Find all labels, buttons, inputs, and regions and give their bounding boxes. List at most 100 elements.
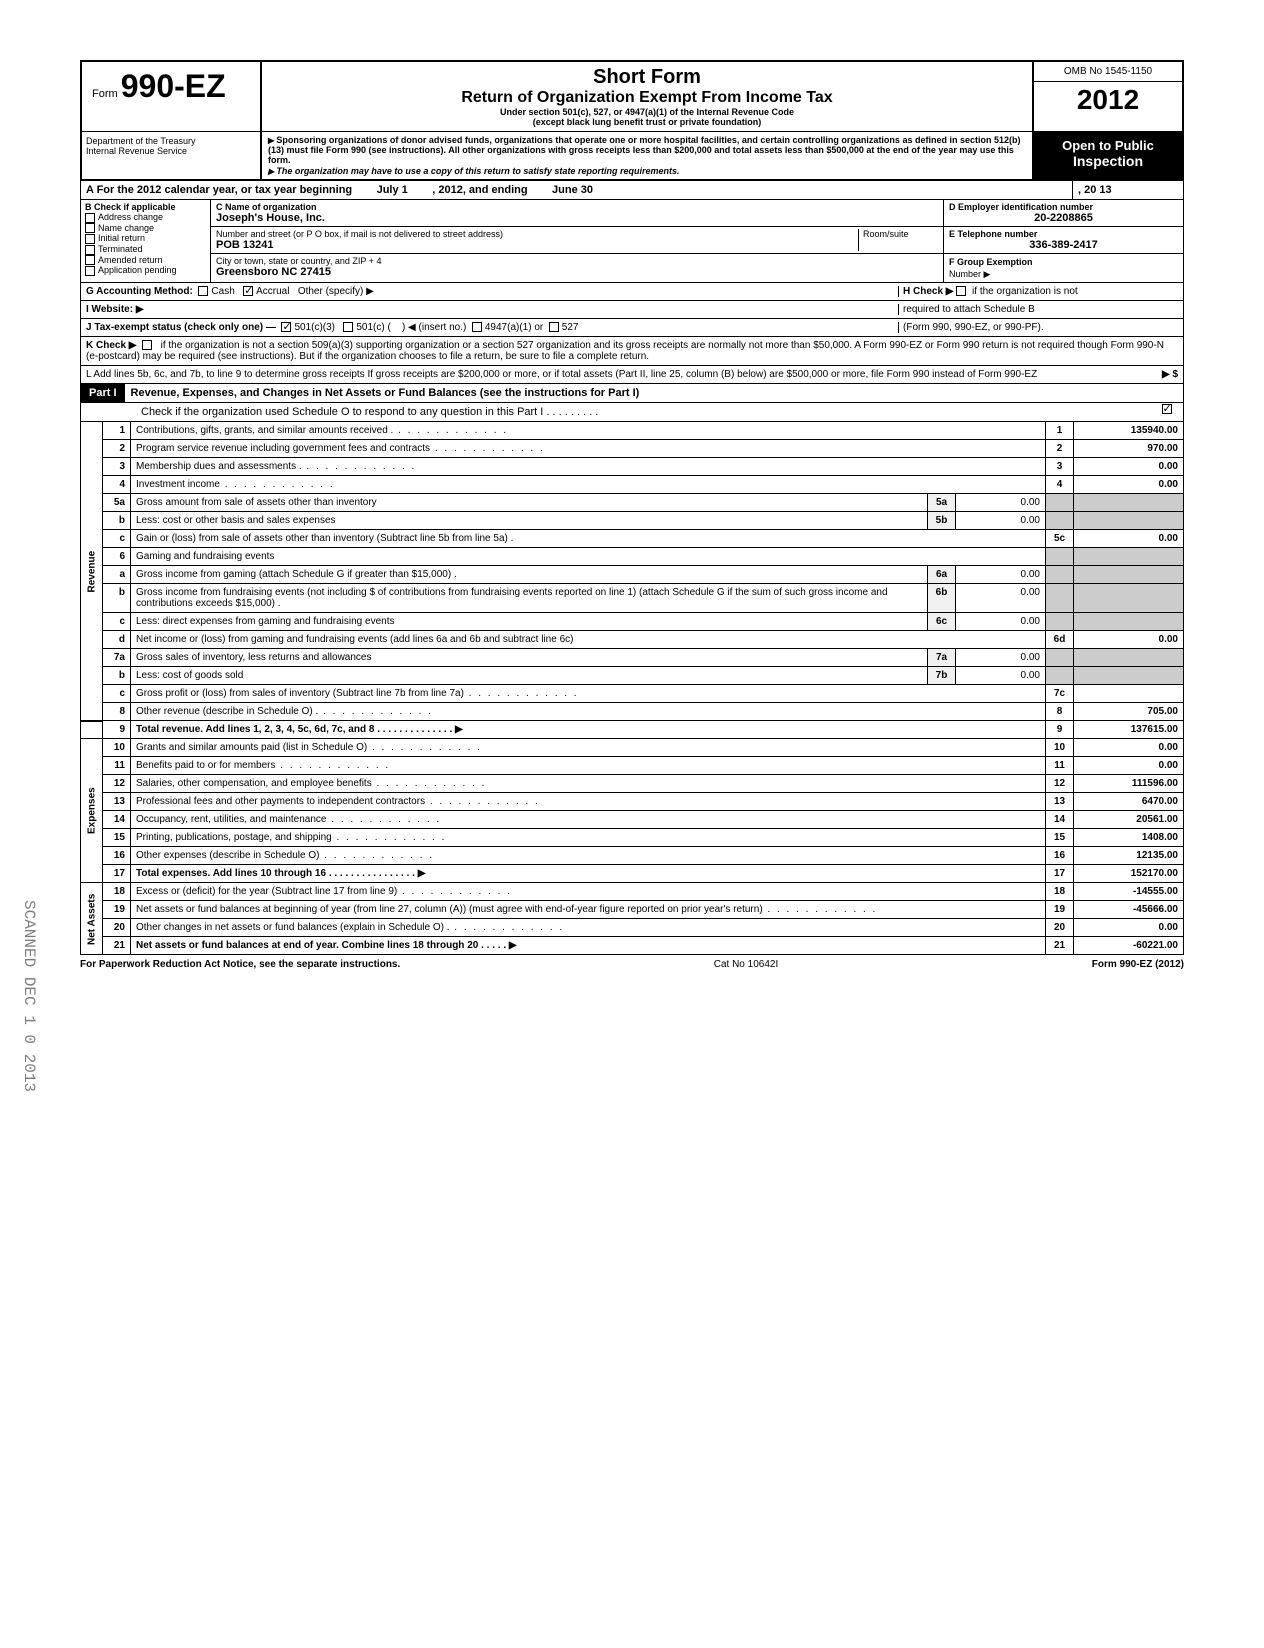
check-name[interactable]: [85, 223, 95, 233]
table-row: b Gross income from fundraising events (…: [81, 584, 1184, 613]
table-row: 17 Total expenses. Add lines 10 through …: [81, 865, 1184, 883]
inspection-box: Open to Public Inspection: [1032, 132, 1182, 179]
e-label: E Telephone number: [949, 229, 1178, 239]
l-text: L Add lines 5b, 6c, and 7b, to line 9 to…: [86, 369, 1118, 380]
scanned-stamp: SCANNED DEC 1 0 2013: [20, 900, 38, 1092]
part1-label: Part I: [81, 384, 125, 402]
row-a-end: June 30: [552, 184, 593, 196]
check-part1[interactable]: [1162, 404, 1172, 414]
title-main: Short Form: [270, 66, 1024, 89]
check-initial[interactable]: [85, 234, 95, 244]
table-row: 11 Benefits paid to or for members 11 0.…: [81, 757, 1184, 775]
side-expenses: Expenses: [81, 739, 103, 883]
open-public: Open to Public: [1040, 138, 1176, 153]
table-row: b Less: cost of goods sold 7b 0.00: [81, 667, 1184, 685]
row-j: J Tax-exempt status (check only one) — 5…: [80, 319, 1184, 337]
room-label: Room/suite: [863, 229, 938, 239]
part1-header-row: Part I Revenue, Expenses, and Changes in…: [80, 384, 1184, 403]
row-k: K Check ▶ if the organization is not a s…: [80, 337, 1184, 366]
dept2: Internal Revenue Service: [86, 146, 256, 156]
city-label: City or town, state or country, and ZIP …: [216, 256, 938, 266]
tax-year: 20201212: [1034, 82, 1182, 118]
l-arrow: ▶ $: [1118, 369, 1178, 380]
table-row: 9 Total revenue. Add lines 1, 2, 3, 4, 5…: [81, 721, 1184, 739]
check-amended[interactable]: [85, 255, 95, 265]
row-a-begin: July 1: [377, 184, 408, 196]
check-k[interactable]: [142, 340, 152, 350]
h-text: if the organization is not: [972, 286, 1078, 297]
form-footer: Form 990-EZ (2012): [1092, 959, 1184, 970]
table-row: 12 Salaries, other compensation, and emp…: [81, 775, 1184, 793]
b-label: B Check if applicable: [85, 202, 206, 212]
check-cash[interactable]: [198, 286, 208, 296]
check-terminated[interactable]: [85, 245, 95, 255]
col-c: C Name of organization Joseph's House, I…: [211, 200, 943, 282]
footer: For Paperwork Reduction Act Notice, see …: [80, 955, 1184, 974]
title-box: Short Form Return of Organization Exempt…: [262, 62, 1032, 131]
check-4947[interactable]: [472, 322, 482, 332]
j-label: J Tax-exempt status (check only one) —: [86, 322, 276, 333]
paperwork-notice: For Paperwork Reduction Act Notice, see …: [80, 959, 400, 970]
side-revenue: Revenue: [81, 422, 103, 721]
f-label: F Group Exemption: [949, 257, 1033, 267]
table-row: 13 Professional fees and other payments …: [81, 793, 1184, 811]
col-de: D Employer identification number 20-2208…: [943, 200, 1183, 282]
title-sub: Return of Organization Exempt From Incom…: [270, 89, 1024, 107]
ein: 20-2208865: [949, 212, 1178, 224]
table-row: 8 Other revenue (describe in Schedule O)…: [81, 703, 1184, 721]
check-527[interactable]: [549, 322, 559, 332]
table-row: 3 Membership dues and assessments . 3 0.…: [81, 458, 1184, 476]
table-row: 2 Program service revenue including gove…: [81, 440, 1184, 458]
form-prefix: Form: [92, 88, 118, 100]
h-text2: required to attach Schedule B: [898, 304, 1178, 315]
table-row: 7a Gross sales of inventory, less return…: [81, 649, 1184, 667]
section-bcdef: B Check if applicable Address change Nam…: [80, 200, 1184, 283]
form-number-box: Form 990-EZ: [82, 62, 262, 131]
check-501c3[interactable]: [281, 322, 291, 332]
addr: POB 13241: [216, 239, 858, 251]
table-row: d Net income or (loss) from gaming and f…: [81, 631, 1184, 649]
dept-box: Department of the Treasury Internal Reve…: [82, 132, 262, 179]
f-label2: Number ▶: [949, 269, 990, 279]
note1: Sponsoring organizations of donor advise…: [268, 135, 1026, 165]
table-row: Net Assets 18 Excess or (deficit) for th…: [81, 883, 1184, 901]
table-row: 16 Other expenses (describe in Schedule …: [81, 847, 1184, 865]
col-b: B Check if applicable Address change Nam…: [81, 200, 211, 282]
table-row: 6 Gaming and fundraising events: [81, 548, 1184, 566]
note2: The organization may have to use a copy …: [268, 166, 1026, 176]
dept1: Department of the Treasury: [86, 136, 256, 146]
table-row: c Less: direct expenses from gaming and …: [81, 613, 1184, 631]
table-row: c Gain or (loss) from sale of assets oth…: [81, 530, 1184, 548]
k-text: if the organization is not a section 509…: [86, 340, 1164, 362]
check-501c[interactable]: [343, 322, 353, 332]
check-pending[interactable]: [85, 266, 95, 276]
row-l: L Add lines 5b, 6c, and 7b, to line 9 to…: [80, 366, 1184, 384]
d-label: D Employer identification number: [949, 202, 1178, 212]
row-a-label: A For the 2012 calendar year, or tax yea…: [86, 184, 352, 196]
row-a: A For the 2012 calendar year, or tax yea…: [80, 181, 1184, 200]
g-label: G Accounting Method:: [86, 286, 193, 297]
part1-check-row: Check if the organization used Schedule …: [80, 403, 1184, 422]
table-row: a Gross income from gaming (attach Sched…: [81, 566, 1184, 584]
table-row: 19 Net assets or fund balances at beginn…: [81, 901, 1184, 919]
phone: 336-389-2417: [949, 239, 1178, 251]
inspection: Inspection: [1040, 153, 1176, 169]
check-h[interactable]: [956, 286, 966, 296]
table-row: c Gross profit or (loss) from sales of i…: [81, 685, 1184, 703]
table-row: Expenses 10 Grants and similar amounts p…: [81, 739, 1184, 757]
part1-check-text: Check if the organization used Schedule …: [81, 403, 1153, 421]
title-under: Under section 501(c), 527, or 4947(a)(1)…: [270, 107, 1024, 117]
row-i: I Website: ▶ required to attach Schedule…: [80, 301, 1184, 319]
title-except: (except black lung benefit trust or priv…: [270, 117, 1024, 127]
h-text3: (Form 990, 990-EZ, or 990-PF).: [898, 322, 1178, 333]
side-netassets: Net Assets: [81, 883, 103, 955]
addr-label: Number and street (or P O box, if mail i…: [216, 229, 858, 239]
lines-table: Revenue 1 Contributions, gifts, grants, …: [80, 422, 1184, 955]
table-row: 4 Investment income 4 0.00: [81, 476, 1184, 494]
check-address[interactable]: [85, 213, 95, 223]
org-name: Joseph's House, Inc.: [216, 212, 938, 224]
cat-no: Cat No 10642I: [714, 959, 779, 970]
part1-title: Revenue, Expenses, and Changes in Net As…: [125, 384, 1183, 402]
c-label: C Name of organization: [216, 202, 938, 212]
check-accrual[interactable]: [243, 286, 253, 296]
